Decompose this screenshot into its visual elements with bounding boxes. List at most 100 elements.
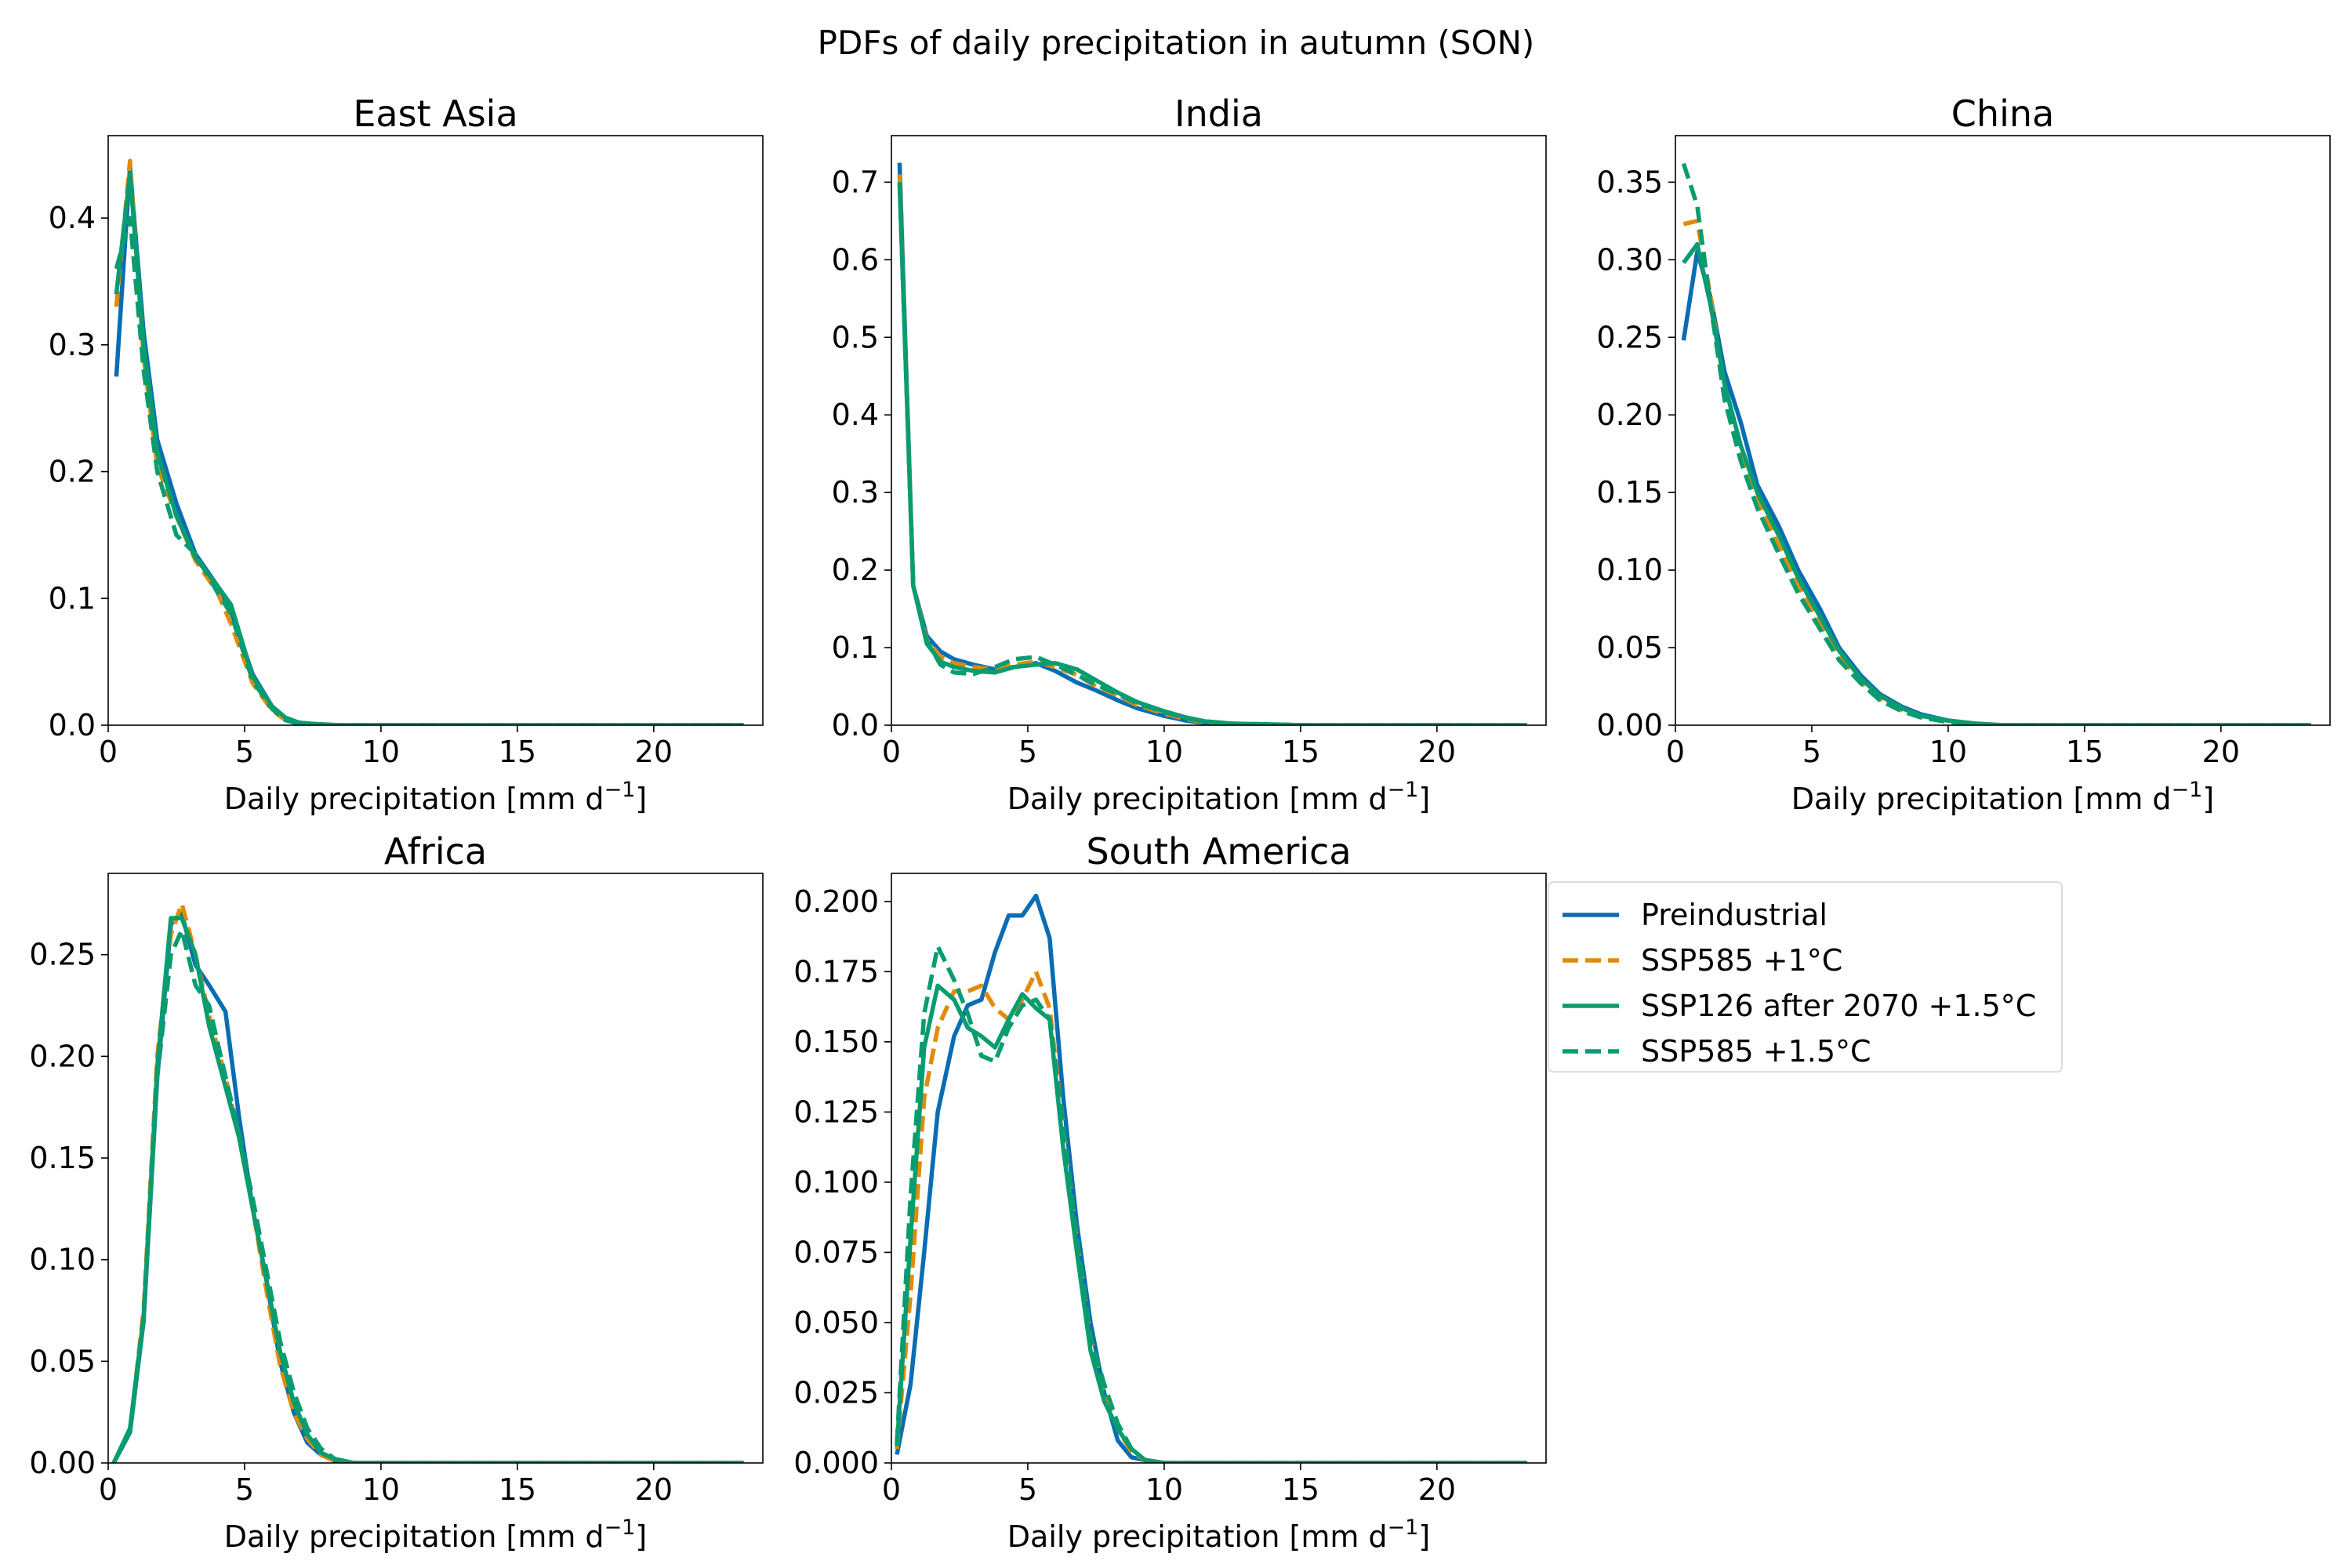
series-line-preindustrial — [897, 162, 1527, 725]
y-tick-label: 0.10 — [29, 1243, 96, 1277]
x-tick-label: 10 — [362, 735, 400, 769]
axes-frame — [107, 873, 764, 1464]
x-tick-label: 5 — [235, 735, 254, 769]
y-tick-label: 0.4 — [49, 201, 96, 235]
y-tick-label: 0.100 — [793, 1165, 879, 1200]
series-lines — [1681, 162, 2311, 725]
x-tick-label: 15 — [1282, 735, 1319, 769]
chart-panels: East Asia 0 5 10 15 20 0.0 0.1 0.2 0.3 0.4 Daily pr… — [29, 93, 2331, 1554]
series-line-preindustrial — [1681, 249, 2311, 725]
legend-item-preindustrial: Preindustrial — [1563, 898, 1828, 932]
series-line-ssp585-1-5-c — [1681, 162, 2311, 725]
panel-title: Africa — [384, 830, 487, 873]
x-tick-label: 10 — [1929, 735, 1967, 769]
y-tick-label: 0.15 — [1596, 475, 1663, 510]
figure-title: PDFs of daily precipitation in autumn (S… — [817, 24, 1535, 62]
x-axis-label: Daily precipitation [mm d−1] — [1007, 778, 1430, 816]
y-tick-label: 0.125 — [793, 1094, 879, 1129]
x-tick-label: 15 — [1282, 1472, 1319, 1507]
legend-label: SSP585 +1.5°C — [1641, 1034, 1871, 1069]
panel-title: China — [1951, 93, 2054, 135]
axes-frame — [891, 135, 1547, 726]
panel-title: India — [1174, 93, 1263, 135]
x-axis-label: Daily precipitation [mm d−1] — [224, 1515, 647, 1554]
legend-label: SSP585 +1°C — [1641, 943, 1842, 978]
y-tick-label: 0.4 — [832, 397, 879, 432]
series-lines — [114, 158, 744, 725]
x-tick-label: 5 — [1802, 735, 1821, 769]
y-tick-label: 0.5 — [832, 320, 879, 354]
x-tick-label: 10 — [1145, 1472, 1183, 1507]
legend-label: SSP126 after 2070 +1.5°C — [1641, 989, 2036, 1023]
y-tick-label: 0.150 — [793, 1025, 879, 1059]
x-axis-label: Daily precipitation [mm d−1] — [1007, 1515, 1430, 1554]
y-tick-label: 0.05 — [1596, 630, 1663, 665]
series-line-ssp585-1-c — [897, 174, 1527, 725]
x-tick-label: 10 — [362, 1472, 400, 1507]
y-tick-label: 0.000 — [793, 1446, 879, 1480]
legend: Preindustrial SSP585 +1°C SSP126 after 207… — [1548, 881, 2063, 1073]
x-tick-label: 5 — [1018, 735, 1037, 769]
x-tick-label: 0 — [99, 1472, 118, 1507]
x-tick-label: 15 — [2066, 735, 2103, 769]
y-tick-label: 0.35 — [1596, 165, 1663, 199]
panel-title: East Asia — [353, 93, 517, 135]
series-line-preindustrial — [895, 893, 1527, 1463]
legend-item-ssp585-1-c: SSP585 +1°C — [1563, 943, 1842, 978]
x-tick-label: 20 — [2202, 735, 2240, 769]
x-tick-label: 0 — [99, 735, 118, 769]
axes-frame — [1675, 135, 2331, 726]
series-line-preindustrial — [111, 912, 744, 1463]
series-line-ssp126-after-2070-1-5-c — [114, 171, 744, 725]
y-tick-label: 0.25 — [1596, 320, 1663, 354]
y-tick-label: 0.00 — [29, 1446, 96, 1480]
y-tick-label: 0.0 — [832, 708, 879, 742]
series-line-ssp126-after-2070-1-5-c — [1682, 241, 2311, 725]
legend-item-ssp126-after-2070-1-5-c: SSP126 after 2070 +1.5°C — [1563, 989, 2036, 1023]
x-tick-label: 5 — [235, 1472, 254, 1507]
series-line-ssp585-1-c — [114, 158, 744, 725]
y-tick-label: 0.00 — [1596, 708, 1663, 742]
series-line-ssp126-after-2070-1-5-c — [897, 182, 1527, 725]
legend-frame — [1548, 881, 2063, 1073]
series-lines — [895, 893, 1527, 1463]
y-tick-label: 0.175 — [793, 954, 879, 989]
x-tick-label: 20 — [1418, 1472, 1456, 1507]
x-tick-label: 10 — [1145, 735, 1183, 769]
panel-china: China 0 5 10 15 20 0.00 0.05 0.10 0.15 0.20 0.25 0.3… — [1596, 93, 2331, 816]
series-lines — [897, 162, 1527, 725]
series-line-ssp585-1-c — [1682, 219, 2311, 725]
x-axis-label: Daily precipitation [mm d−1] — [224, 778, 647, 816]
legend-label: Preindustrial — [1641, 898, 1828, 932]
axes-frame — [891, 873, 1547, 1464]
y-tick-label: 0.10 — [1596, 553, 1663, 587]
y-tick-label: 0.15 — [29, 1141, 96, 1175]
panel-south-america: South America 0 5 10 15 20 0.000 0.025 0.050 0.07… — [793, 830, 1547, 1554]
series-line-ssp585-1-5-c — [111, 927, 744, 1463]
x-tick-label: 0 — [882, 1472, 901, 1507]
panel-india: India 0 5 10 15 20 0.0 0.1 0.2 0.3 0.4 0.5 0.6 0.7 Dai… — [832, 93, 1547, 816]
x-tick-label: 0 — [882, 735, 901, 769]
y-tick-label: 0.20 — [1596, 397, 1663, 432]
y-tick-label: 0.2 — [832, 553, 879, 587]
series-lines — [111, 902, 744, 1463]
y-tick-label: 0.200 — [793, 884, 879, 919]
y-tick-label: 0.050 — [793, 1305, 879, 1340]
y-tick-label: 0.2 — [49, 455, 96, 489]
y-tick-label: 0.20 — [29, 1039, 96, 1073]
y-tick-label: 0.025 — [793, 1375, 879, 1410]
x-tick-label: 20 — [1418, 735, 1456, 769]
series-line-ssp585-1-5-c — [897, 182, 1527, 725]
y-tick-label: 0.1 — [832, 630, 879, 665]
panel-title: South America — [1086, 830, 1351, 873]
x-tick-label: 20 — [635, 1472, 673, 1507]
legend-item-ssp585-1-5-c: SSP585 +1.5°C — [1563, 1034, 1871, 1069]
y-tick-label: 0.1 — [49, 581, 96, 615]
x-tick-label: 15 — [499, 1472, 536, 1507]
y-tick-label: 0.6 — [832, 242, 879, 277]
y-tick-label: 0.075 — [793, 1235, 879, 1269]
panel-africa: Africa 0 5 10 15 20 0.00 0.05 0.10 0.15 0.20 0.25 Da… — [29, 830, 764, 1554]
y-tick-label: 0.3 — [832, 475, 879, 510]
axes-frame — [107, 135, 764, 726]
